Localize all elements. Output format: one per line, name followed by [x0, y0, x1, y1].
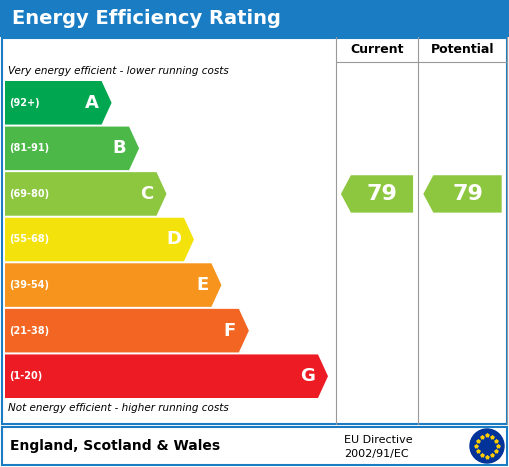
Text: EU Directive: EU Directive: [344, 435, 413, 445]
Text: C: C: [140, 185, 154, 203]
Text: (69-80): (69-80): [9, 189, 49, 199]
Text: F: F: [223, 322, 236, 340]
Text: (81-91): (81-91): [9, 143, 49, 153]
Text: (39-54): (39-54): [9, 280, 49, 290]
Text: G: G: [300, 367, 315, 385]
Polygon shape: [5, 263, 221, 307]
Text: E: E: [196, 276, 208, 294]
Text: 79: 79: [452, 184, 483, 204]
Polygon shape: [341, 175, 413, 212]
Polygon shape: [423, 175, 502, 212]
Text: 2002/91/EC: 2002/91/EC: [344, 449, 409, 459]
Bar: [2, 427, 507, 465]
Text: (92+): (92+): [9, 98, 40, 108]
Text: (21-38): (21-38): [9, 325, 49, 336]
Polygon shape: [5, 309, 249, 353]
Text: England, Scotland & Wales: England, Scotland & Wales: [10, 439, 220, 453]
Text: Energy Efficiency Rating: Energy Efficiency Rating: [12, 9, 281, 28]
Polygon shape: [5, 218, 194, 261]
Polygon shape: [5, 81, 111, 125]
Text: B: B: [112, 139, 126, 157]
Text: Not energy efficient - higher running costs: Not energy efficient - higher running co…: [8, 403, 229, 413]
Circle shape: [470, 429, 504, 463]
Bar: [0, 0, 509, 37]
Polygon shape: [5, 127, 139, 170]
Polygon shape: [5, 172, 166, 216]
Text: A: A: [84, 94, 99, 112]
Bar: [2, 38, 507, 424]
Text: 79: 79: [366, 184, 398, 204]
Text: Potential: Potential: [431, 43, 494, 56]
Text: (55-68): (55-68): [9, 234, 49, 245]
Text: (1-20): (1-20): [9, 371, 42, 381]
Text: Very energy efficient - lower running costs: Very energy efficient - lower running co…: [8, 66, 229, 76]
Text: D: D: [166, 231, 181, 248]
Text: Current: Current: [350, 43, 404, 56]
Polygon shape: [5, 354, 328, 398]
